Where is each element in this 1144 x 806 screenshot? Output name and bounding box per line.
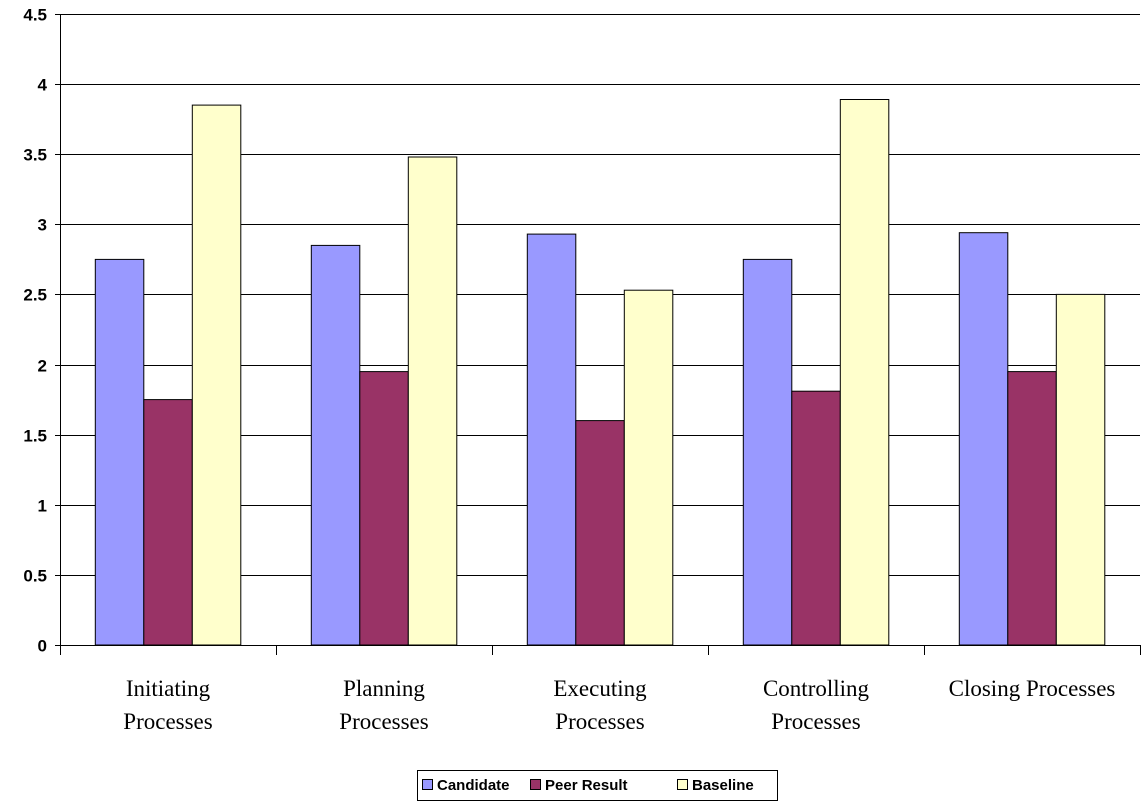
- bar: [526, 233, 577, 646]
- y-tick-label: 3.5: [23, 146, 47, 165]
- legend-swatch: [422, 779, 433, 790]
- x-tick-label: Processes: [123, 709, 212, 734]
- bar: [359, 371, 409, 646]
- legend-swatch: [530, 779, 541, 790]
- y-tick-label: 4.5: [23, 6, 47, 25]
- x-tick-label: Processes: [771, 709, 860, 734]
- x-tick-label: Controlling: [763, 676, 870, 701]
- x-tick-label: Planning: [343, 676, 425, 701]
- x-tick-label: Processes: [339, 709, 428, 734]
- bar: [791, 390, 841, 646]
- legend-swatch: [677, 779, 688, 790]
- y-tick-label: 1.5: [23, 427, 47, 446]
- y-tick-label: 3: [38, 216, 47, 235]
- x-tick-label: Closing Processes: [949, 676, 1116, 701]
- bar: [191, 104, 242, 646]
- bar: [94, 258, 145, 646]
- bar: [143, 399, 193, 646]
- y-tick-label: 0: [38, 637, 47, 656]
- y-tick-label: 2: [38, 357, 47, 376]
- bar: [742, 258, 793, 646]
- y-tick-label: 2.5: [23, 286, 47, 305]
- legend: [417, 770, 778, 801]
- bar: [1055, 293, 1106, 646]
- legend-label: Baseline: [692, 777, 754, 794]
- y-tick-label: 0.5: [23, 567, 47, 586]
- y-tick-label: 4: [38, 76, 48, 95]
- bar: [575, 420, 625, 646]
- bar: [839, 99, 890, 646]
- legend-label: Candidate: [437, 777, 510, 794]
- x-tick-label: Executing: [553, 676, 647, 701]
- bar: [1007, 371, 1057, 646]
- x-tick-label: Processes: [555, 709, 644, 734]
- bar: [407, 156, 458, 646]
- bar: [623, 289, 674, 646]
- x-tick-label: Initiating: [126, 676, 211, 701]
- legend-label: Peer Result: [545, 777, 628, 794]
- bar: [958, 232, 1009, 646]
- y-tick-label: 1: [38, 497, 47, 516]
- bar: [310, 244, 361, 646]
